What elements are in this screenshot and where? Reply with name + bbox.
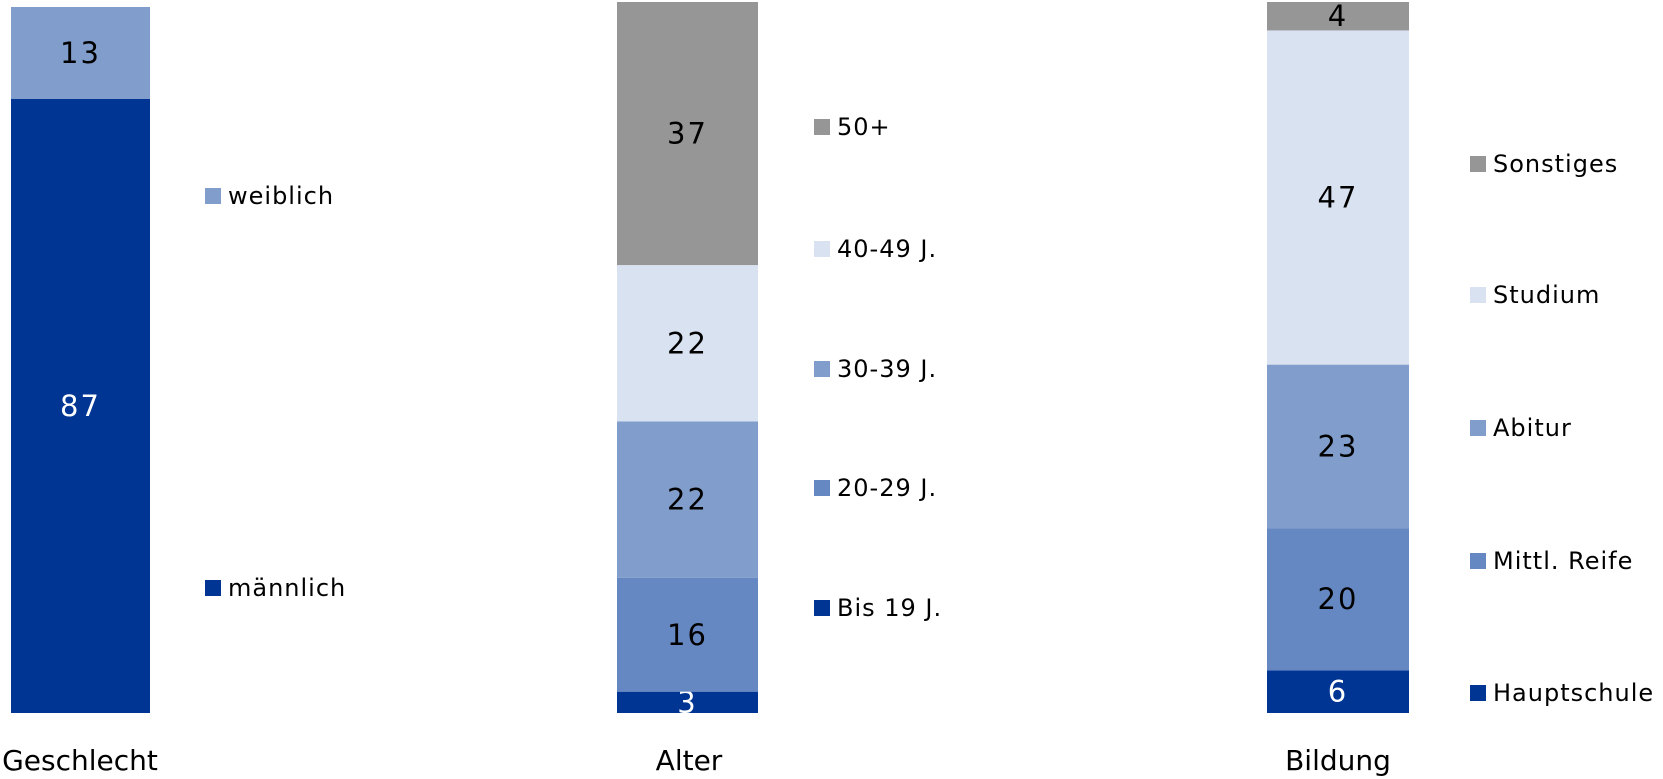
data-label-alter-bis-19-j: 3 (677, 685, 697, 719)
legend-label-bis-19-j: Bis 19 J. (837, 594, 942, 622)
legend-item-weiblich: weiblich (205, 182, 334, 210)
legend-item-studium: Studium (1470, 281, 1600, 309)
legend-swatch-weiblich (205, 188, 221, 204)
legend-swatch-studium (1470, 287, 1486, 303)
legend-swatch-maennlich (205, 580, 221, 596)
bar-segment-alter-50-plus (617, 2, 758, 266)
legend-item-bis-19-j: Bis 19 J. (814, 594, 942, 622)
legend-swatch-bis-19-j (814, 600, 830, 616)
legend-label-weiblich: weiblich (228, 182, 334, 210)
data-label-bildung-studium: 47 (1318, 181, 1359, 215)
legend-item-mittl-reife: Mittl. Reife (1470, 547, 1633, 575)
data-label-alter-20-29-j: 16 (667, 618, 708, 652)
legend-item-hauptschule: Hauptschule (1470, 679, 1654, 707)
legend-label-abitur: Abitur (1493, 414, 1572, 442)
legend-swatch-sonstiges (1470, 156, 1486, 172)
bar-group-bildung: 6 20 23 47 4 Sonstiges Studium Abitur Mittl. Rei… (1267, 0, 1654, 777)
data-label-bildung-sonstiges: 4 (1328, 0, 1348, 33)
bar-segment-alter-40-49-j (617, 265, 758, 422)
bar-segment-bildung-mittl-reife (1267, 528, 1409, 671)
bar-segment-alter-30-39-j (617, 421, 758, 578)
legend-label-30-39-j: 30-39 J. (837, 355, 937, 383)
legend-swatch-20-29-j (814, 480, 830, 496)
bar-segment-alter-20-29-j (617, 577, 758, 692)
legend-swatch-hauptschule (1470, 685, 1486, 701)
data-label-bildung-abitur: 23 (1318, 429, 1359, 463)
bar-segment-geschlecht-maennlich (11, 98, 150, 713)
legend-label-maennlich: männlich (228, 574, 346, 602)
legend-label-mittl-reife: Mittl. Reife (1493, 547, 1633, 575)
legend-label-40-49-j: 40-49 J. (837, 235, 937, 263)
category-label-bildung: Bildung (1285, 744, 1391, 777)
legend-swatch-abitur (1470, 420, 1486, 436)
data-label-bildung-mittl-reife: 20 (1318, 582, 1359, 616)
legend-label-hauptschule: Hauptschule (1493, 679, 1654, 707)
legend-item-40-49-j: 40-49 J. (814, 235, 937, 263)
category-label-geschlecht: Geschlecht (2, 744, 158, 777)
bar-segment-bildung-sonstiges (1267, 2, 1409, 31)
legend-item-sonstiges: Sonstiges (1470, 150, 1618, 178)
legend-swatch-mittl-reife (1470, 553, 1486, 569)
data-label-geschlecht-weiblich: 13 (60, 36, 101, 70)
data-label-geschlecht-maennlich: 87 (60, 389, 101, 423)
bar-segment-geschlecht-weiblich (11, 7, 150, 99)
bar-group-geschlecht: 87 13 weiblich männlich Geschlecht (2, 7, 346, 777)
bar-segment-bildung-abitur (1267, 364, 1409, 529)
data-label-bildung-hauptschule: 6 (1328, 675, 1348, 709)
legend-label-sonstiges: Sonstiges (1493, 150, 1618, 178)
category-label-alter: Alter (656, 744, 723, 777)
legend-item-maennlich: männlich (205, 574, 346, 602)
legend-label-20-29-j: 20-29 J. (837, 474, 937, 502)
bar-segment-bildung-studium (1267, 30, 1409, 365)
bar-group-alter: 3 16 22 22 37 50+ 40-49 J. 30-39 J. 20-29 J. Bis … (617, 2, 942, 777)
legend-swatch-30-39-j (814, 361, 830, 377)
data-label-alter-40-49-j: 22 (667, 326, 708, 360)
data-label-alter-50-plus: 37 (667, 117, 708, 151)
legend-swatch-40-49-j (814, 241, 830, 257)
bar-segment-alter-bis-19-j (617, 691, 758, 713)
legend-label-50-plus: 50+ (837, 113, 891, 141)
legend-label-studium: Studium (1493, 281, 1600, 309)
legend-item-abitur: Abitur (1470, 414, 1572, 442)
legend-item-50-plus: 50+ (814, 113, 891, 141)
legend-item-20-29-j: 20-29 J. (814, 474, 937, 502)
legend-item-30-39-j: 30-39 J. (814, 355, 937, 383)
legend-swatch-50-plus (814, 119, 830, 135)
data-label-alter-30-39-j: 22 (667, 483, 708, 517)
bar-segment-bildung-hauptschule (1267, 670, 1409, 713)
